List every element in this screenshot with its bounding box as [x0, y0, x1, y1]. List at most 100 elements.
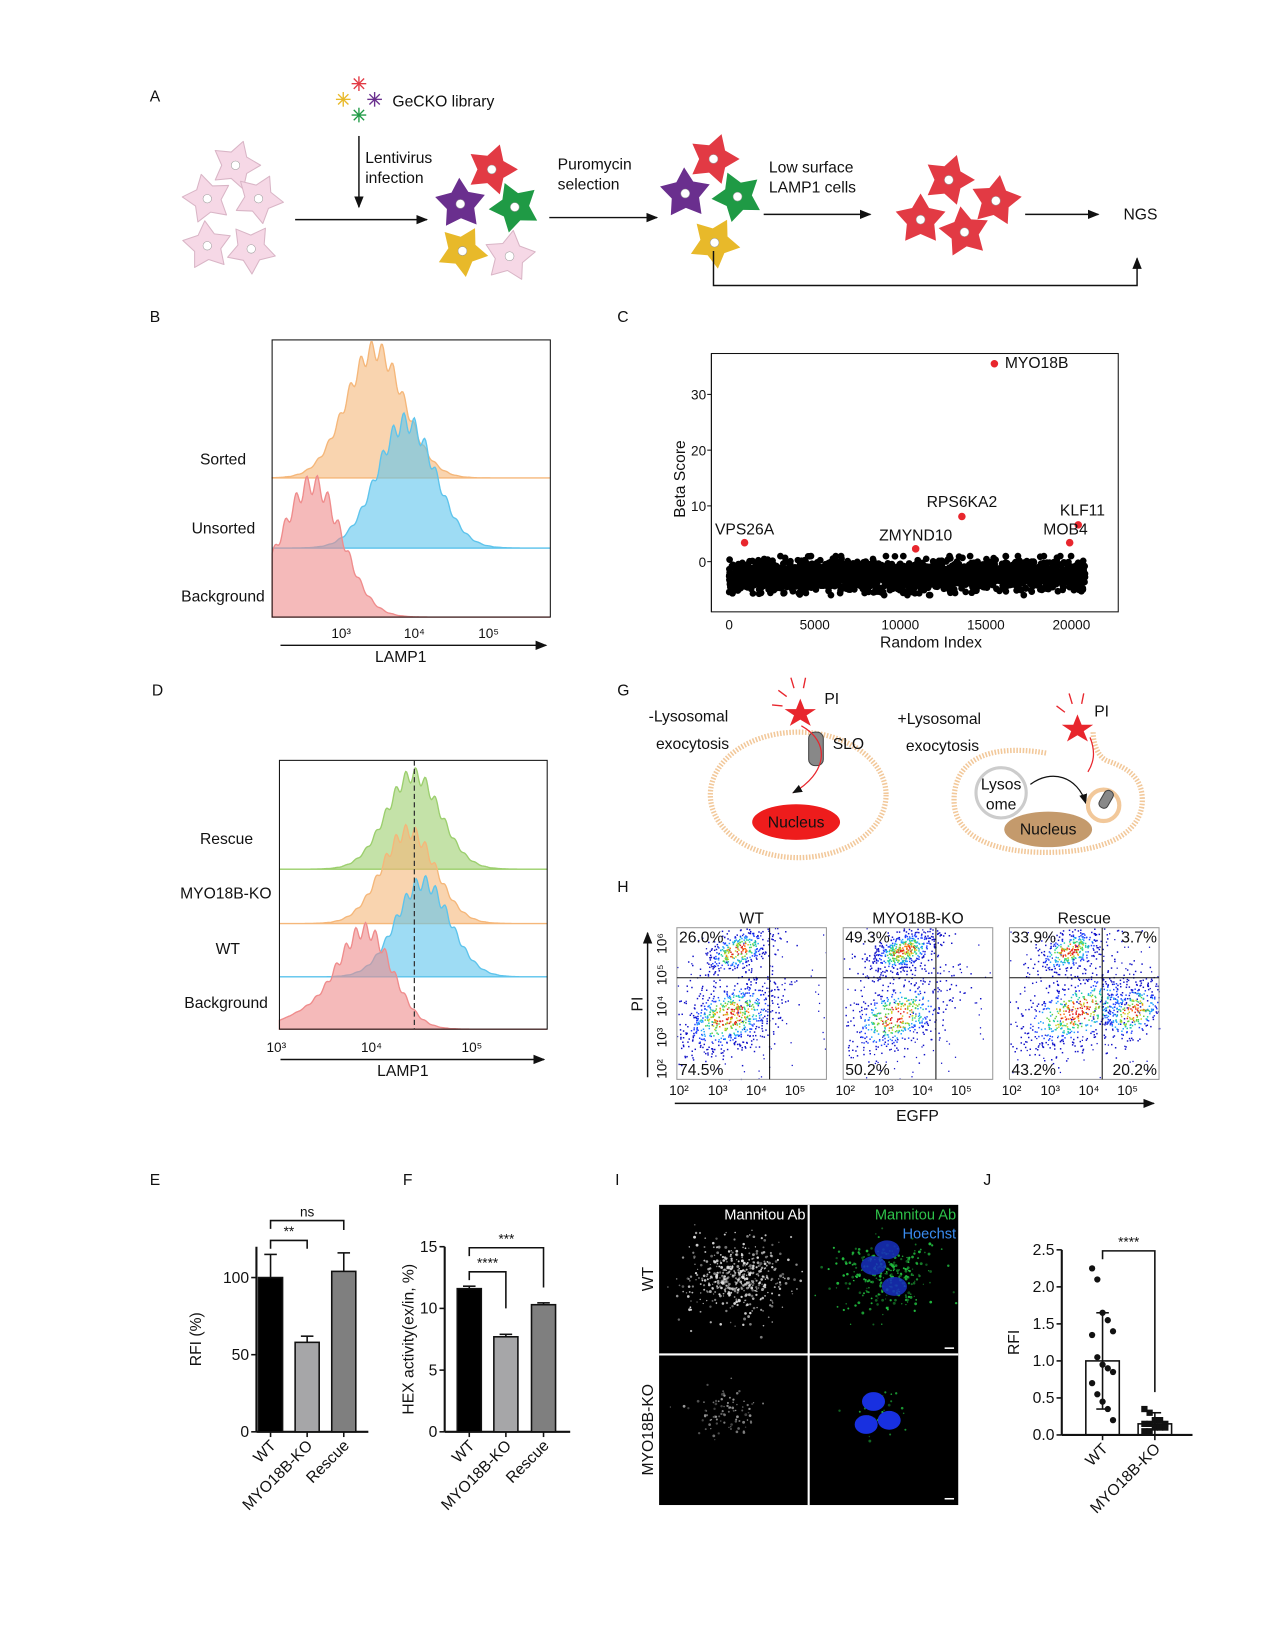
exocytosis-arrow: [1030, 775, 1087, 805]
event-dot: [752, 934, 755, 936]
event-dot: [943, 970, 945, 972]
event-dot: [693, 1016, 695, 1019]
event-dot: [876, 1002, 878, 1004]
event-dot: [877, 947, 880, 950]
event-dot: [700, 1009, 703, 1011]
event-dot: [897, 1024, 899, 1027]
event-dot: [924, 932, 927, 934]
event-dot: [765, 1029, 767, 1031]
event-dot: [919, 1021, 921, 1024]
event-dot: [726, 991, 728, 993]
event-dot: [1118, 1003, 1120, 1005]
event-dot: [979, 1033, 982, 1035]
event-dot: [704, 974, 707, 976]
event-dot: [852, 1009, 855, 1012]
event-dot: [883, 1043, 886, 1045]
event-dot: [875, 969, 877, 972]
event-dot: [861, 1009, 863, 1012]
event-dot: [744, 1011, 746, 1013]
step1-line2: infection: [365, 170, 423, 187]
event-dot: [742, 1020, 745, 1023]
event-dot: [737, 994, 740, 997]
event-dot: [1068, 1011, 1070, 1013]
event-dot: [811, 969, 814, 971]
event-dot: [750, 984, 752, 986]
event-dot: [750, 958, 752, 961]
data-point: [1046, 581, 1054, 588]
event-dot: [733, 941, 736, 944]
event-dot: [1082, 958, 1084, 960]
event-dot: [864, 953, 866, 955]
event-dot: [1083, 1005, 1086, 1008]
event-dot: [702, 1021, 704, 1023]
event-dot: [922, 1031, 924, 1034]
event-dot: [923, 1053, 926, 1056]
gene-label: ZMYND10: [879, 527, 952, 544]
event-dot: [742, 992, 744, 994]
event-dot: [733, 1043, 736, 1046]
event-dot: [949, 999, 952, 1001]
event-dot: [772, 1017, 774, 1020]
event-dot: [901, 996, 903, 999]
event-dot: [755, 1028, 757, 1030]
event-dot: [713, 995, 715, 998]
event-dot: [887, 1013, 890, 1015]
event-dot: [948, 1070, 950, 1072]
event-dot: [767, 1034, 769, 1036]
event-dot: [1037, 960, 1040, 963]
event-dot: [922, 978, 924, 980]
event-dot: [742, 996, 744, 998]
event-dot: [915, 1015, 917, 1017]
event-dot: [707, 973, 710, 976]
event-dot: [888, 1004, 891, 1006]
data-point: [984, 579, 991, 586]
event-dot: [1092, 947, 1094, 950]
event-dot: [1098, 953, 1100, 956]
event-dot: [750, 960, 753, 962]
data-point: [899, 552, 907, 560]
event-dot: [712, 962, 714, 965]
event-dot: [885, 951, 888, 954]
event-dot: [774, 1023, 777, 1025]
event-dot: [1044, 966, 1047, 968]
event-dot: [1064, 1016, 1067, 1018]
event-dot: [737, 1035, 740, 1037]
event-dot: [906, 952, 908, 955]
event-dot: [873, 1053, 876, 1056]
event-dot: [896, 1003, 899, 1005]
event-dot: [704, 1008, 706, 1010]
event-dot: [871, 1021, 873, 1024]
event-dot: [896, 1026, 899, 1029]
event-dot: [915, 949, 918, 951]
data-point: [1071, 581, 1078, 588]
event-dot: [761, 985, 764, 988]
event-dot: [760, 994, 762, 996]
event-dot: [1061, 933, 1064, 935]
event-dot: [712, 990, 715, 992]
event-dot: [903, 957, 905, 959]
event-dot: [1086, 954, 1088, 957]
event-dot: [761, 1027, 763, 1030]
event-dot: [746, 987, 749, 990]
data-point: [855, 567, 862, 575]
event-dot: [922, 998, 924, 1000]
event-dot: [905, 997, 907, 1000]
event-dot: [878, 950, 880, 953]
event-dot: [823, 1017, 825, 1019]
x-tick: 5000: [800, 618, 831, 633]
event-dot: [774, 982, 776, 984]
event-dot: [884, 1016, 887, 1018]
event-dot: [872, 1041, 875, 1043]
event-dot: [877, 968, 880, 970]
event-dot: [711, 1041, 713, 1043]
quadrant-ul: 49.3%: [845, 929, 890, 946]
event-dot: [897, 1019, 899, 1021]
event-dot: [741, 945, 743, 948]
event-dot: [1060, 960, 1063, 963]
event-dot: [763, 944, 765, 947]
event-dot: [908, 938, 911, 940]
event-dot: [754, 1001, 756, 1004]
event-dot: [1082, 953, 1085, 955]
event-dot: [720, 1048, 723, 1050]
event-dot: [914, 1028, 916, 1031]
